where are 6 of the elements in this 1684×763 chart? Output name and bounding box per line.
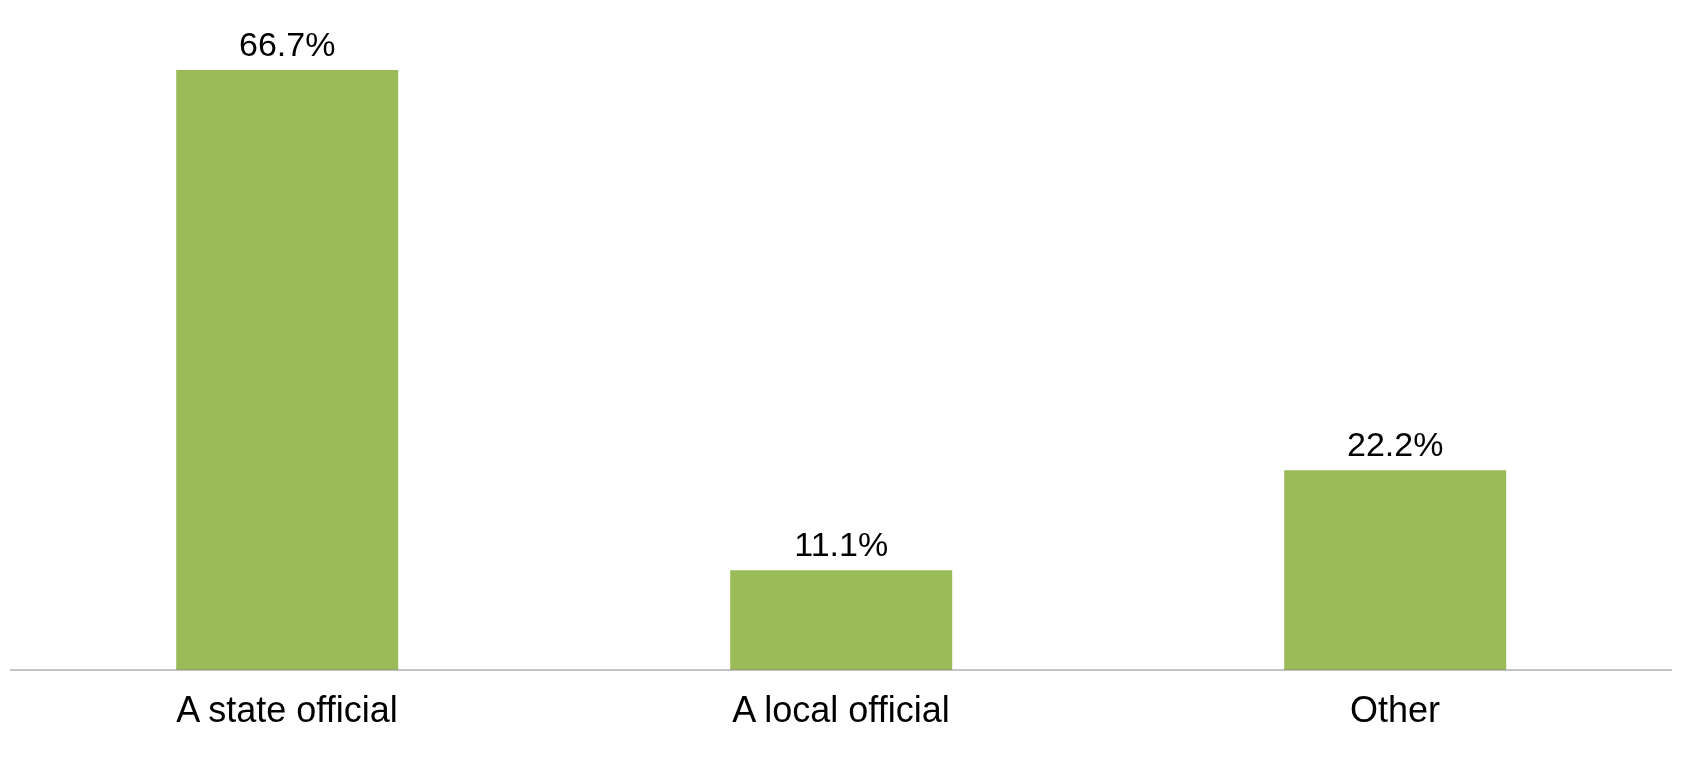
x-tick-label: A local official bbox=[732, 688, 950, 730]
x-tick-label: A state official bbox=[176, 688, 398, 730]
data-label: 11.1% bbox=[794, 525, 889, 564]
x-tick-label: Other bbox=[1349, 688, 1441, 730]
data-label: 66.7% bbox=[239, 25, 336, 63]
data-label: 22.2% bbox=[1347, 425, 1444, 464]
